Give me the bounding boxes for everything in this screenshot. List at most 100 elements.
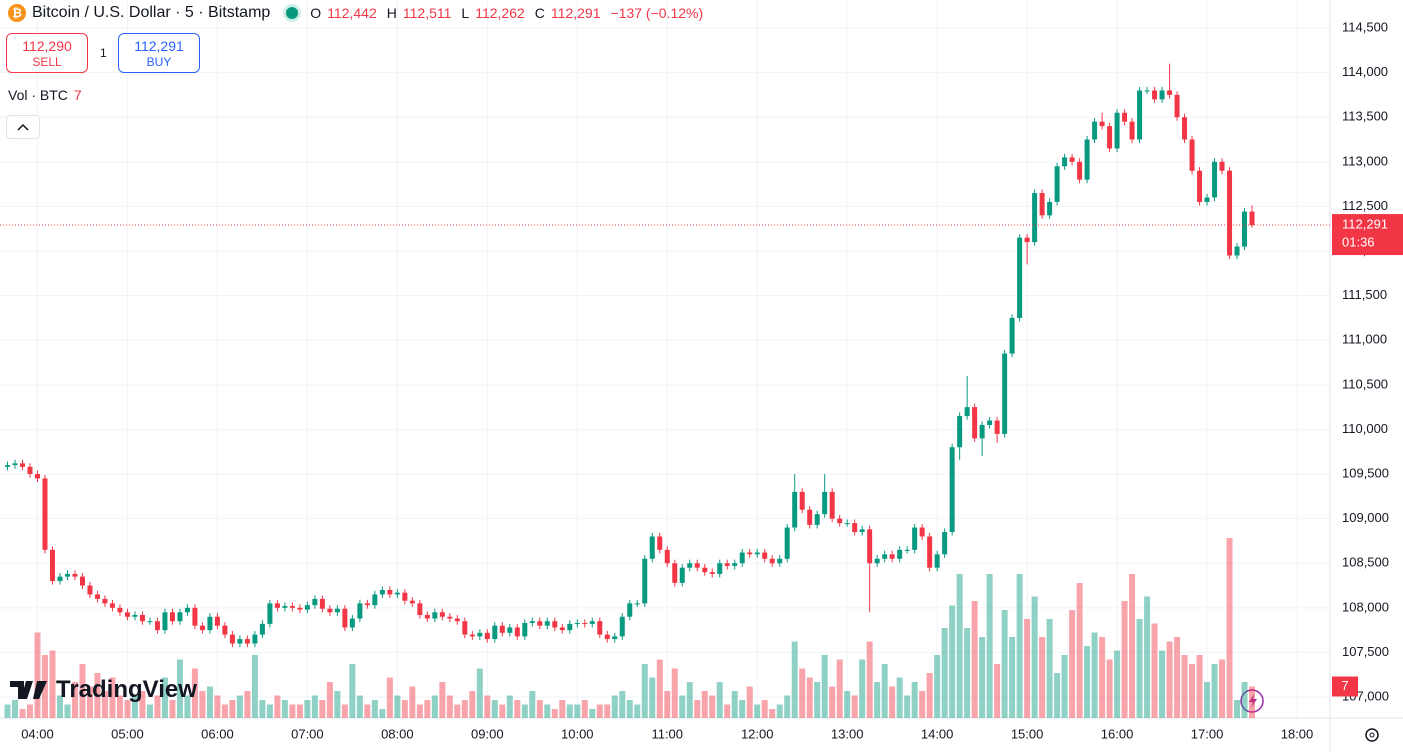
volume-bar	[776, 704, 783, 718]
candle-body	[822, 491, 828, 515]
volume-bar	[1084, 646, 1091, 718]
candle-body	[597, 621, 603, 635]
volume-bar	[454, 704, 461, 718]
candle-body	[402, 592, 408, 601]
candle-body	[1092, 121, 1098, 140]
chevron-icon	[17, 123, 29, 131]
candle-body	[949, 447, 955, 533]
volume-bar	[416, 704, 423, 718]
candle-body	[214, 616, 220, 626]
candle-body	[814, 514, 820, 525]
candle-body	[49, 549, 55, 582]
candle-body	[522, 622, 528, 637]
candle-body	[237, 639, 243, 644]
candle-body	[829, 491, 835, 519]
volume-bar	[1114, 650, 1121, 718]
volume-bar	[334, 691, 341, 718]
candle-body	[1032, 193, 1038, 243]
candle-body	[1249, 211, 1255, 226]
volume-bar	[716, 682, 723, 718]
volume-bar	[1121, 601, 1128, 718]
volume-bar	[724, 704, 731, 718]
volume-bar	[1174, 637, 1181, 718]
volume-bar	[679, 695, 686, 718]
volume-bar	[941, 628, 948, 718]
candle-body	[604, 634, 610, 640]
volume-bar	[1226, 538, 1233, 718]
volume-bar	[904, 695, 911, 718]
volume-label: 7	[1341, 678, 1348, 693]
volume-bar	[746, 686, 753, 718]
volume-bar	[184, 695, 191, 718]
candle-body	[27, 466, 33, 475]
volume-bar	[229, 700, 236, 718]
candle-body	[979, 424, 985, 439]
volume-bar	[851, 695, 858, 718]
volume-bar	[559, 700, 566, 718]
volume-bar	[656, 659, 663, 718]
volume-bar	[814, 682, 821, 718]
volume-bar	[1129, 574, 1136, 718]
candle-body	[529, 621, 535, 623]
candle-body	[687, 563, 693, 568]
last-price-label: 112,291	[1342, 216, 1388, 231]
volume-bar	[701, 691, 708, 718]
candle-body	[859, 529, 865, 533]
volume-bar	[986, 574, 993, 718]
ohlc-key: H	[386, 5, 397, 21]
volume-label-box	[1332, 676, 1358, 697]
buy-button[interactable]: 112,291 BUY	[118, 33, 200, 73]
volume-legend: Vol · BTC 7	[8, 87, 82, 103]
y-tick-label: 111,500	[1342, 287, 1387, 302]
candle-body	[912, 527, 918, 550]
candle-body	[889, 554, 895, 559]
volume-bars	[4, 538, 1256, 718]
volume-bar	[566, 704, 573, 718]
volume-bar	[139, 691, 146, 718]
assistant-icon[interactable]	[1240, 689, 1264, 713]
volume-bar	[799, 668, 806, 718]
candle-body	[1084, 139, 1090, 180]
candle-body	[364, 603, 370, 606]
volume-bar	[1009, 637, 1016, 718]
candle-body	[897, 549, 903, 559]
candle-body	[732, 563, 738, 566]
volume-bar	[881, 664, 888, 718]
candle-body	[1212, 161, 1218, 198]
candle-body	[1054, 166, 1060, 202]
collapse-button[interactable]	[6, 115, 40, 139]
candle-body	[1047, 201, 1053, 216]
symbol-title[interactable]: Bitcoin / U.S. Dollar · 5 · Bitstamp	[32, 4, 271, 21]
volume-bar	[394, 695, 401, 718]
candle-body	[777, 558, 783, 564]
candle-body	[972, 407, 978, 439]
volume-bar	[296, 704, 303, 718]
candle-body	[987, 420, 993, 425]
candle-body	[1182, 117, 1188, 140]
volume-bar	[979, 637, 986, 718]
candle-body	[64, 573, 70, 577]
candle-body	[327, 608, 333, 613]
candle-body	[1137, 90, 1143, 140]
candle-body	[672, 563, 678, 583]
candle-body	[994, 420, 1000, 434]
buy-label: BUY	[146, 55, 172, 69]
candle-body	[274, 603, 280, 608]
volume-bar	[371, 700, 378, 718]
volume-bar	[574, 704, 581, 718]
volume-bar	[491, 700, 498, 718]
x-tick-label: 16:00	[1101, 726, 1134, 741]
volume-bar	[79, 664, 86, 718]
brand-name: TradingView	[56, 676, 197, 703]
candle-body	[379, 589, 385, 595]
settings-icon[interactable]	[1365, 728, 1379, 742]
candle-body	[447, 616, 453, 619]
volume-bar	[1024, 619, 1031, 718]
y-tick-label: 113,500	[1342, 109, 1388, 124]
candle-body	[499, 625, 505, 633]
candle-body	[424, 614, 430, 619]
candle-body	[507, 627, 513, 633]
sell-button[interactable]: 112,290 SELL	[6, 33, 88, 73]
candle-body	[927, 536, 933, 568]
